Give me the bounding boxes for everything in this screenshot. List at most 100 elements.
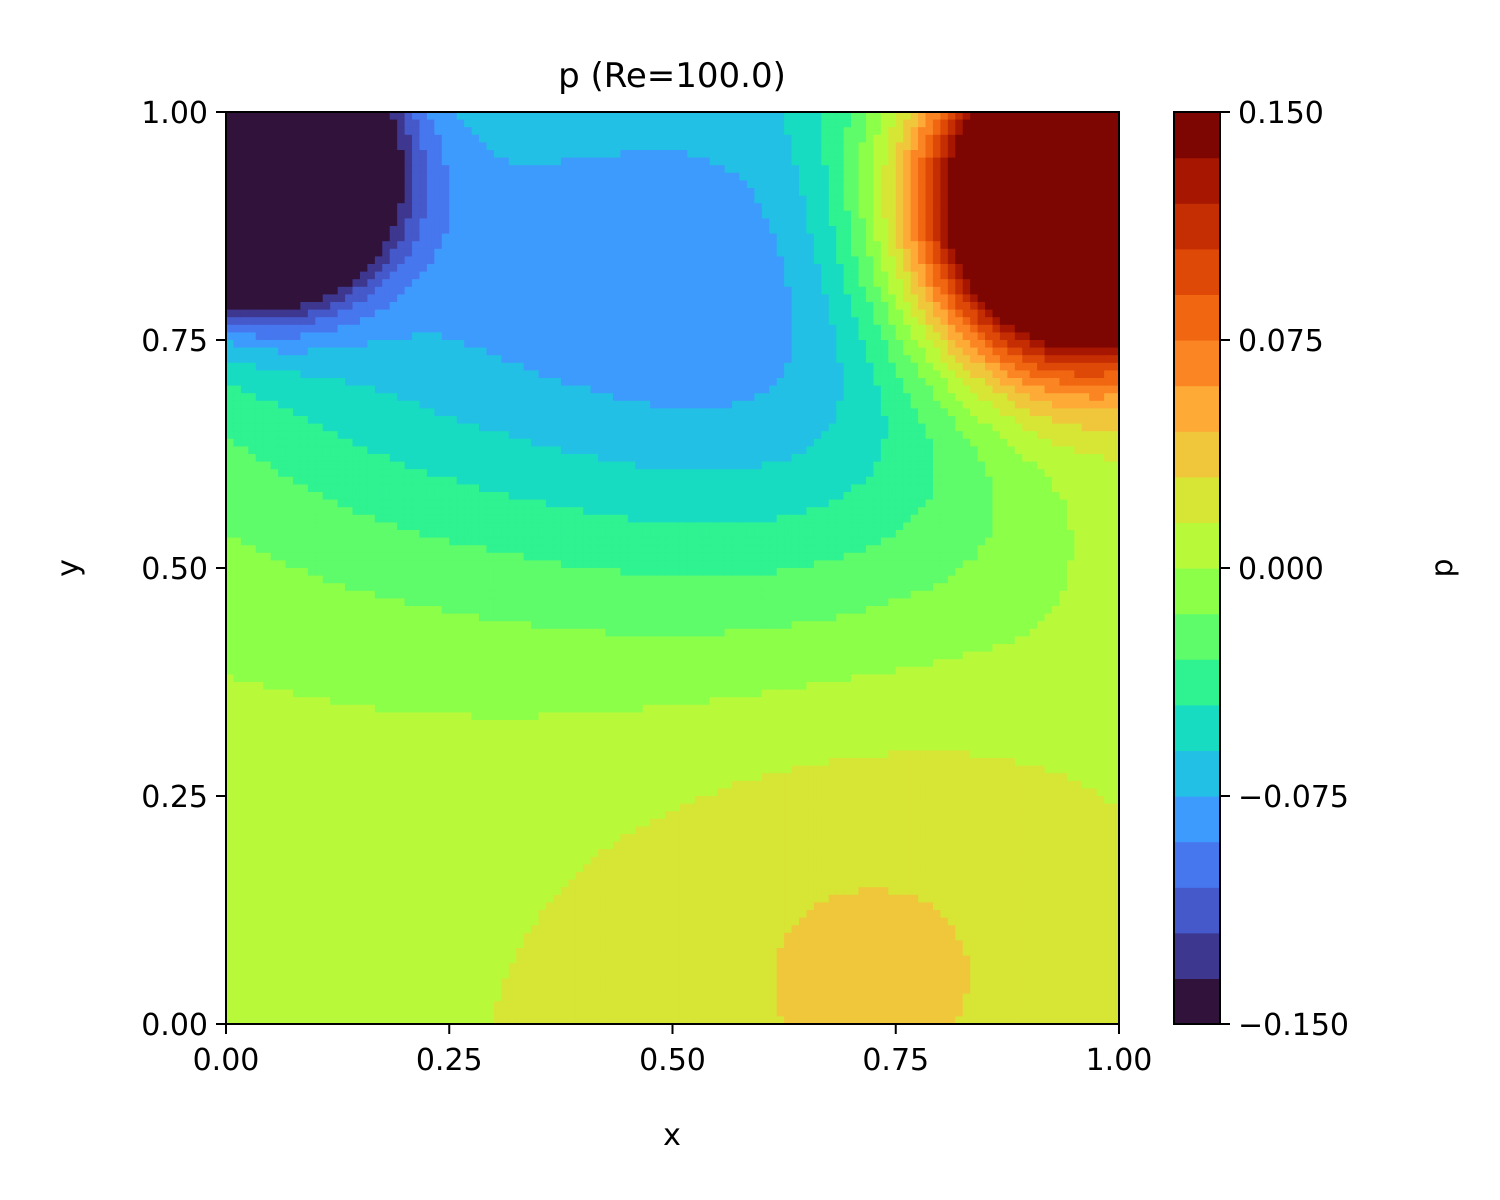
contour-cell — [426, 423, 435, 432]
contour-cell — [382, 332, 391, 341]
contour-cell — [851, 180, 860, 189]
contour-cell — [434, 150, 443, 159]
contour-cell — [650, 378, 659, 387]
contour-cell — [880, 241, 889, 250]
contour-cell — [627, 226, 636, 235]
contour-cell — [754, 188, 763, 197]
contour-cell — [464, 317, 473, 326]
contour-cell — [1066, 317, 1075, 326]
contour-cell — [1081, 203, 1090, 212]
contour-cell — [702, 188, 711, 197]
contour-cell — [605, 226, 614, 235]
contour-cell — [248, 309, 257, 318]
contour-cell — [717, 195, 726, 204]
contour-cell — [858, 370, 867, 379]
contour-cell — [612, 317, 622, 326]
contour-cell — [1074, 248, 1083, 257]
contour-cell — [330, 423, 339, 432]
contour-cell — [523, 302, 532, 311]
contour-cell — [1044, 378, 1053, 387]
contour-cell — [947, 416, 956, 425]
contour-cell — [255, 226, 264, 235]
contour-cell — [345, 385, 354, 394]
contour-cell — [1014, 378, 1023, 387]
contour-cell — [292, 423, 302, 432]
contour-cell — [724, 332, 733, 341]
contour-cell — [307, 264, 316, 273]
contour-cell — [843, 127, 852, 136]
contour-cell — [657, 423, 666, 432]
contour-cell — [307, 256, 316, 265]
contour-cell — [397, 180, 406, 189]
contour-cell — [255, 119, 264, 128]
contour-cell — [1059, 195, 1068, 204]
contour-cell — [598, 416, 607, 425]
contour-cell — [560, 264, 569, 273]
contour-cell — [233, 157, 242, 166]
contour-cell — [918, 271, 927, 280]
contour-cell — [508, 172, 517, 181]
contour-cell — [910, 393, 919, 402]
contour-cell — [746, 385, 755, 394]
contour-cell — [873, 203, 882, 212]
contour-cell — [1066, 119, 1075, 128]
contour-cell — [910, 362, 919, 371]
contour-cell — [925, 134, 934, 143]
contour-cell — [761, 324, 770, 333]
contour-cell — [985, 134, 994, 143]
contour-cell — [1104, 203, 1113, 212]
contour-cell — [1074, 127, 1083, 136]
contour-cell — [776, 347, 785, 356]
contour-cell — [932, 203, 941, 212]
contour-cell — [1059, 362, 1068, 371]
contour-cell — [464, 203, 473, 212]
contour-cell — [553, 340, 562, 349]
contour-cell — [813, 355, 822, 364]
contour-cell — [523, 195, 532, 204]
contour-cell — [382, 248, 391, 257]
contour-cell — [985, 362, 994, 371]
contour-cell — [1007, 119, 1016, 128]
contour-cell — [560, 302, 569, 311]
contour-cell — [598, 264, 607, 273]
contour-cell — [397, 256, 406, 265]
contour-cell — [635, 393, 644, 402]
contour-cell — [545, 355, 555, 364]
contour-cell — [1044, 408, 1053, 417]
contour-cell — [255, 423, 264, 432]
contour-cell — [903, 172, 912, 181]
contour-cell — [426, 271, 435, 280]
contour-cell — [1059, 248, 1068, 257]
contour-cell — [315, 127, 324, 136]
contour-cell — [278, 286, 287, 295]
contour-cell — [583, 157, 592, 166]
contour-cell — [694, 210, 703, 219]
contour-cell — [545, 347, 555, 356]
contour-cell — [523, 188, 532, 197]
contour-cell — [479, 370, 488, 379]
contour-cell — [992, 302, 1001, 311]
contour-cell — [538, 400, 547, 409]
contour-cell — [672, 340, 681, 349]
contour-cell — [1029, 408, 1038, 417]
contour-cell — [1052, 256, 1061, 265]
contour-cell — [330, 165, 339, 174]
contour-cell — [679, 332, 688, 341]
contour-cell — [278, 264, 287, 273]
contour-cell — [345, 347, 354, 356]
contour-cell — [553, 203, 562, 212]
contour-cell — [635, 340, 644, 349]
contour-cell — [270, 271, 279, 280]
contour-cell — [851, 134, 860, 143]
contour-cell — [836, 340, 845, 349]
contour-cell — [665, 332, 674, 341]
contour-cell — [456, 400, 465, 409]
contour-cell — [1074, 324, 1083, 333]
contour-cell — [545, 127, 555, 136]
contour-cell — [367, 180, 376, 189]
contour-cell — [464, 309, 473, 318]
contour-cell — [389, 408, 398, 417]
contour-cell — [359, 157, 368, 166]
contour-cell — [493, 150, 502, 159]
contour-cell — [553, 355, 562, 364]
